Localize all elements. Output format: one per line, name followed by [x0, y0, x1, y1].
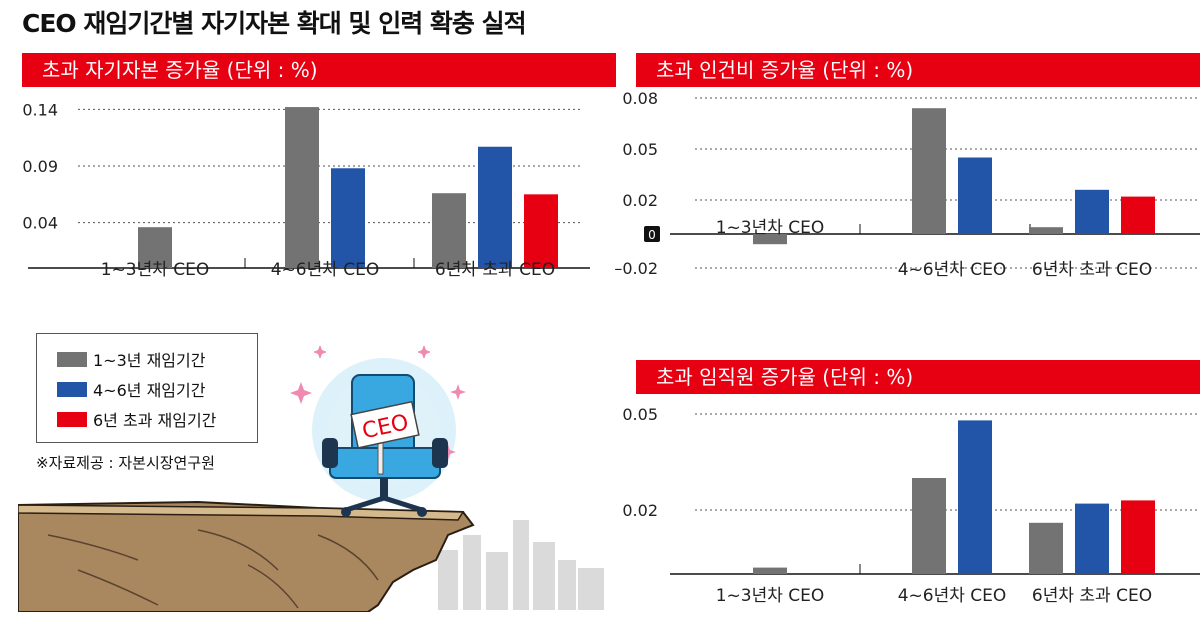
y-tick-label: –0.02 — [614, 259, 658, 278]
x-category-label: 6년차 초과 CEO — [435, 260, 555, 280]
zero-label-box — [644, 226, 660, 242]
legend-swatch — [57, 381, 87, 397]
bar — [958, 420, 992, 574]
legend: 1~3년 재임기간 4~6년 재임기간 6년 초과 재임기간 — [36, 333, 258, 443]
legend-item: 4~6년 재임기간 — [57, 374, 257, 404]
chart-header-equity: 초과 자기자본 증가율 (단위 : %) — [22, 53, 616, 87]
bar — [1075, 503, 1109, 574]
x-category-label: 1~3년차 CEO — [716, 218, 825, 238]
legend-label: 6년 초과 재임기간 — [93, 411, 217, 430]
bar — [478, 146, 512, 268]
y-tick-label: 0.02 — [622, 501, 658, 520]
bar — [958, 157, 992, 234]
bar — [1075, 189, 1109, 234]
zero-label: 0 — [648, 228, 656, 242]
bar — [912, 478, 946, 574]
x-category-label: 6년차 초과 CEO — [1032, 260, 1152, 280]
chart-employee-growth: 0.05 0.02 1~3년차 CEO 4~6년차 CEO 6년차 초과 CEO — [622, 405, 1200, 606]
x-category-label: 1~3년차 CEO — [716, 586, 825, 606]
chart-header-labor-cost: 초과 인건비 증가율 (단위 : %) — [636, 53, 1200, 87]
y-tick-label: 0.02 — [622, 191, 658, 210]
bar — [753, 567, 787, 574]
bar — [331, 168, 365, 268]
legend-item: 6년 초과 재임기간 — [57, 404, 257, 434]
bar — [1029, 522, 1063, 574]
ceo-chair-cliff-illustration: CEO — [18, 345, 604, 612]
x-category-label: 1~3년차 CEO — [101, 260, 210, 280]
legend-swatch — [57, 411, 87, 427]
x-category-label: 4~6년차 CEO — [271, 260, 380, 280]
bar — [1029, 227, 1063, 234]
bar — [285, 107, 319, 268]
y-tick-label: 0.05 — [622, 140, 658, 159]
source-note: ※자료제공 : 자본시장연구원 — [36, 454, 215, 472]
bar — [1121, 196, 1155, 234]
chart-header-employees: 초과 임직원 증가율 (단위 : %) — [636, 360, 1200, 394]
chart-equity-growth: 0.14 0.09 0.04 1~3년차 CEO 4~6년차 CEO 6년차 초과 CEO — [22, 100, 590, 280]
bar — [432, 193, 466, 268]
x-category-label: 4~6년차 CEO — [898, 260, 1007, 280]
legend-swatch — [57, 351, 87, 367]
legend-label: 4~6년 재임기간 — [93, 381, 206, 400]
x-category-label: 6년차 초과 CEO — [1032, 586, 1152, 606]
legend-item: 1~3년 재임기간 — [57, 344, 257, 374]
y-tick-label: 0.04 — [22, 214, 58, 233]
x-category-label: 4~6년차 CEO — [898, 586, 1007, 606]
chart-labor-cost-growth: 0.08 0.05 0.02 –0.02 0 1~3년차 CEO 4~6년차 CEO 6년차 … — [614, 89, 1200, 280]
bar — [524, 194, 558, 268]
bar — [753, 234, 787, 245]
page-title: CEO 재임기간별 자기자본 확대 및 인력 확충 실적 — [22, 9, 527, 38]
bar — [1121, 500, 1155, 574]
bar — [912, 108, 946, 234]
bar — [138, 227, 172, 268]
y-tick-label: 0.08 — [622, 89, 658, 108]
legend-label: 1~3년 재임기간 — [93, 351, 206, 370]
y-tick-label: 0.09 — [22, 157, 58, 176]
y-tick-label: 0.05 — [622, 405, 658, 424]
y-tick-label: 0.14 — [22, 100, 58, 119]
